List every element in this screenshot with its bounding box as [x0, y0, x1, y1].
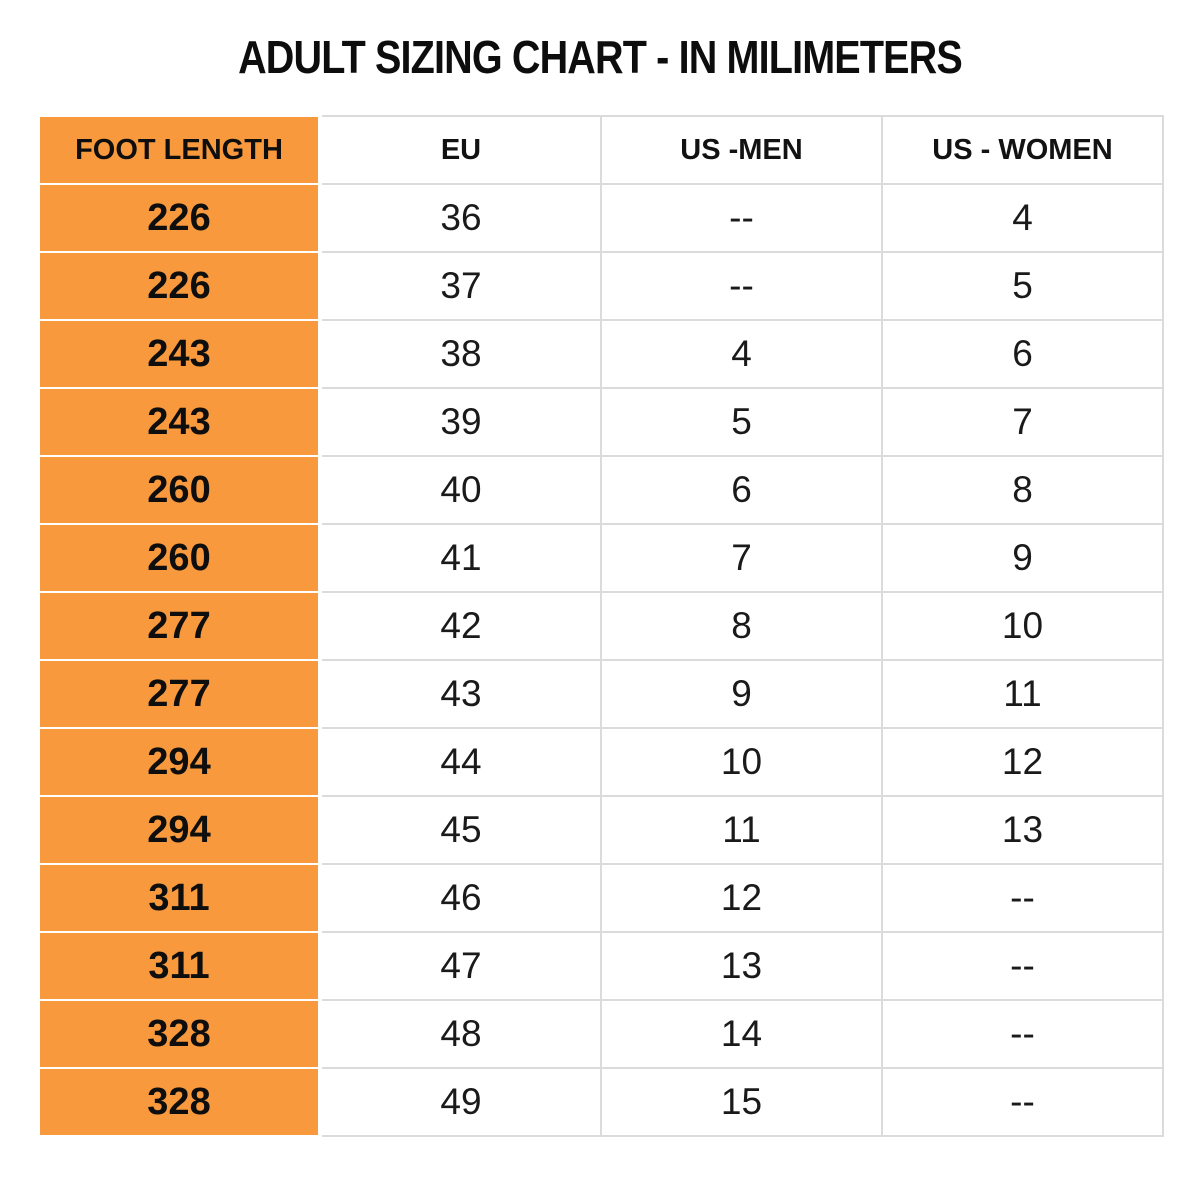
table-row: 260 40 6 8 [38, 455, 1164, 525]
us-women-size-cell: -- [881, 1067, 1164, 1137]
us-men-size-cell: 4 [600, 319, 883, 389]
us-men-size-cell: 14 [600, 999, 883, 1069]
us-men-size-cell: 5 [600, 387, 883, 457]
header-us-women: US - WOMEN [881, 115, 1164, 185]
eu-size-cell: 48 [319, 999, 602, 1069]
us-women-size-cell: 6 [881, 319, 1164, 389]
table-row: 226 37 -- 5 [38, 251, 1164, 321]
table-body: 226 36 -- 4 226 37 -- 5 243 38 4 6 243 39 5 7 260 40 6 8 260… [38, 183, 1164, 1137]
eu-size-cell: 46 [319, 863, 602, 933]
table-row: 243 39 5 7 [38, 387, 1164, 457]
eu-size-cell: 40 [319, 455, 602, 525]
eu-size-cell: 45 [319, 795, 602, 865]
us-men-size-cell: 15 [600, 1067, 883, 1137]
foot-length-cell: 328 [38, 1067, 322, 1137]
table-row: 260 41 7 9 [38, 523, 1164, 593]
eu-size-cell: 47 [319, 931, 602, 1001]
table-row: 277 42 8 10 [38, 591, 1164, 661]
us-women-size-cell: 12 [881, 727, 1164, 797]
foot-length-cell: 311 [38, 863, 322, 933]
us-men-size-cell: 7 [600, 523, 883, 593]
table-row: 294 45 11 13 [38, 795, 1164, 865]
us-women-size-cell: 13 [881, 795, 1164, 865]
us-men-size-cell: -- [600, 251, 883, 321]
table-row: 328 49 15 -- [38, 1067, 1164, 1137]
eu-size-cell: 41 [319, 523, 602, 593]
us-men-size-cell: -- [600, 183, 883, 253]
foot-length-cell: 243 [38, 387, 322, 457]
foot-length-cell: 260 [38, 455, 322, 525]
eu-size-cell: 37 [319, 251, 602, 321]
header-eu: EU [319, 115, 602, 185]
header-row: FOOT LENGTH EU US -MEN US - WOMEN [38, 115, 1164, 185]
table-row: 226 36 -- 4 [38, 183, 1164, 253]
foot-length-cell: 294 [38, 795, 322, 865]
table-row: 277 43 9 11 [38, 659, 1164, 729]
us-women-size-cell: 8 [881, 455, 1164, 525]
page-title: ADULT SIZING CHART - IN MILIMETERS [238, 31, 963, 83]
foot-length-cell: 243 [38, 319, 322, 389]
foot-length-cell: 311 [38, 931, 322, 1001]
header-foot-length: FOOT LENGTH [38, 115, 322, 185]
eu-size-cell: 43 [319, 659, 602, 729]
foot-length-cell: 260 [38, 523, 322, 593]
eu-size-cell: 38 [319, 319, 602, 389]
us-women-size-cell: -- [881, 931, 1164, 1001]
us-men-size-cell: 10 [600, 727, 883, 797]
foot-length-cell: 226 [38, 251, 322, 321]
header-us-men: US -MEN [600, 115, 883, 185]
foot-length-cell: 277 [38, 591, 322, 661]
us-men-size-cell: 11 [600, 795, 883, 865]
foot-length-cell: 277 [38, 659, 322, 729]
us-men-size-cell: 12 [600, 863, 883, 933]
table-row: 328 48 14 -- [38, 999, 1164, 1069]
eu-size-cell: 49 [319, 1067, 602, 1137]
us-men-size-cell: 8 [600, 591, 883, 661]
us-women-size-cell: -- [881, 863, 1164, 933]
us-women-size-cell: 7 [881, 387, 1164, 457]
foot-length-cell: 294 [38, 727, 322, 797]
us-women-size-cell: 10 [881, 591, 1164, 661]
us-women-size-cell: 5 [881, 251, 1164, 321]
eu-size-cell: 44 [319, 727, 602, 797]
table-row: 294 44 10 12 [38, 727, 1164, 797]
us-men-size-cell: 6 [600, 455, 883, 525]
us-women-size-cell: -- [881, 999, 1164, 1069]
us-women-size-cell: 4 [881, 183, 1164, 253]
us-men-size-cell: 9 [600, 659, 883, 729]
us-men-size-cell: 13 [600, 931, 883, 1001]
table-row: 311 46 12 -- [38, 863, 1164, 933]
eu-size-cell: 42 [319, 591, 602, 661]
adult-sizing-table: FOOT LENGTH EU US -MEN US - WOMEN 226 36-… [38, 115, 1164, 1137]
eu-size-cell: 39 [319, 387, 602, 457]
table-row: 243 38 4 6 [38, 319, 1164, 389]
table-row: 311 47 13 -- [38, 931, 1164, 1001]
us-women-size-cell: 9 [881, 523, 1164, 593]
foot-length-cell: 226 [38, 183, 322, 253]
us-women-size-cell: 11 [881, 659, 1164, 729]
foot-length-cell: 328 [38, 999, 322, 1069]
eu-size-cell: 36 [319, 183, 602, 253]
